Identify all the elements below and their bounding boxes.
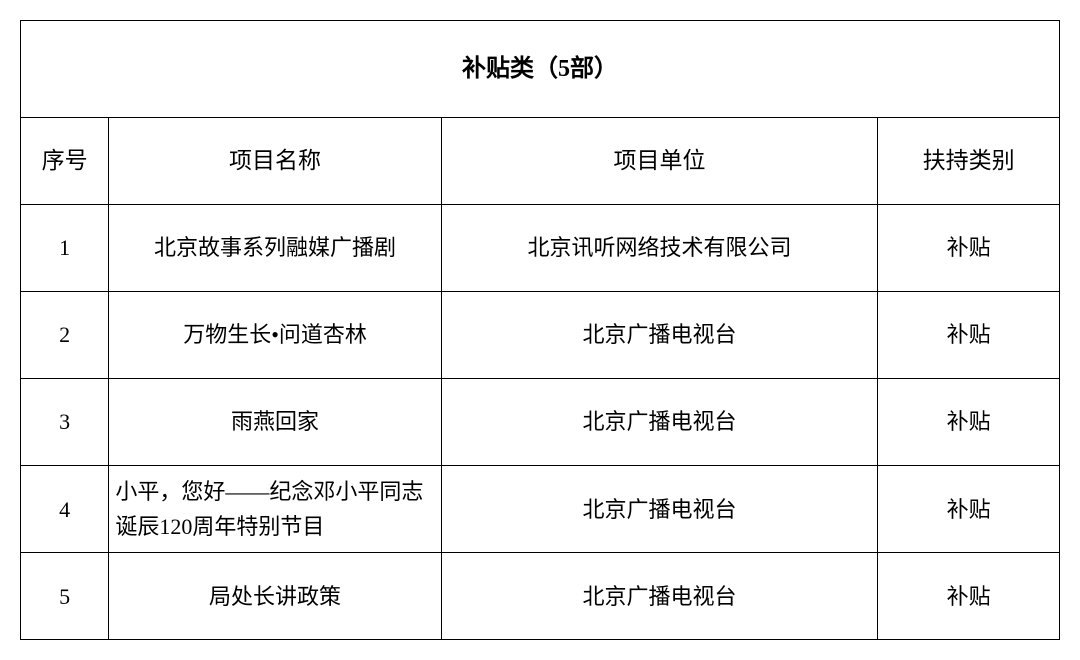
cell-unit: 北京广播电视台 — [441, 292, 877, 379]
subsidy-table-container: 补贴类（5部） 序号 项目名称 项目单位 扶持类别 1 北京故事系列融媒广播剧 … — [20, 20, 1060, 640]
cell-name: 局处长讲政策 — [109, 553, 441, 640]
cell-type: 补贴 — [878, 379, 1060, 466]
col-header-name: 项目名称 — [109, 118, 441, 205]
table-row: 3 雨燕回家 北京广播电视台 补贴 — [21, 379, 1060, 466]
cell-seq: 5 — [21, 553, 109, 640]
cell-seq: 2 — [21, 292, 109, 379]
cell-type: 补贴 — [878, 553, 1060, 640]
cell-unit: 北京讯听网络技术有限公司 — [441, 205, 877, 292]
col-header-unit: 项目单位 — [441, 118, 877, 205]
table-body: 1 北京故事系列融媒广播剧 北京讯听网络技术有限公司 补贴 2 万物生长•问道杏… — [21, 205, 1060, 640]
table-header-row: 序号 项目名称 项目单位 扶持类别 — [21, 118, 1060, 205]
table-title-row: 补贴类（5部） — [21, 21, 1060, 118]
table-row: 4 小平，您好——纪念邓小平同志诞辰120周年特别节目 北京广播电视台 补贴 — [21, 466, 1060, 553]
col-header-seq: 序号 — [21, 118, 109, 205]
cell-name: 雨燕回家 — [109, 379, 441, 466]
cell-type: 补贴 — [878, 205, 1060, 292]
cell-unit: 北京广播电视台 — [441, 379, 877, 466]
cell-seq: 1 — [21, 205, 109, 292]
table-row: 2 万物生长•问道杏林 北京广播电视台 补贴 — [21, 292, 1060, 379]
table-row: 5 局处长讲政策 北京广播电视台 补贴 — [21, 553, 1060, 640]
cell-seq: 3 — [21, 379, 109, 466]
cell-unit: 北京广播电视台 — [441, 553, 877, 640]
table-row: 1 北京故事系列融媒广播剧 北京讯听网络技术有限公司 补贴 — [21, 205, 1060, 292]
cell-name: 北京故事系列融媒广播剧 — [109, 205, 441, 292]
cell-name: 万物生长•问道杏林 — [109, 292, 441, 379]
cell-type: 补贴 — [878, 466, 1060, 553]
table-title: 补贴类（5部） — [21, 21, 1060, 118]
subsidy-table: 补贴类（5部） 序号 项目名称 项目单位 扶持类别 1 北京故事系列融媒广播剧 … — [20, 20, 1060, 640]
cell-unit: 北京广播电视台 — [441, 466, 877, 553]
cell-type: 补贴 — [878, 292, 1060, 379]
cell-seq: 4 — [21, 466, 109, 553]
cell-name: 小平，您好——纪念邓小平同志诞辰120周年特别节目 — [109, 466, 441, 553]
col-header-type: 扶持类别 — [878, 118, 1060, 205]
